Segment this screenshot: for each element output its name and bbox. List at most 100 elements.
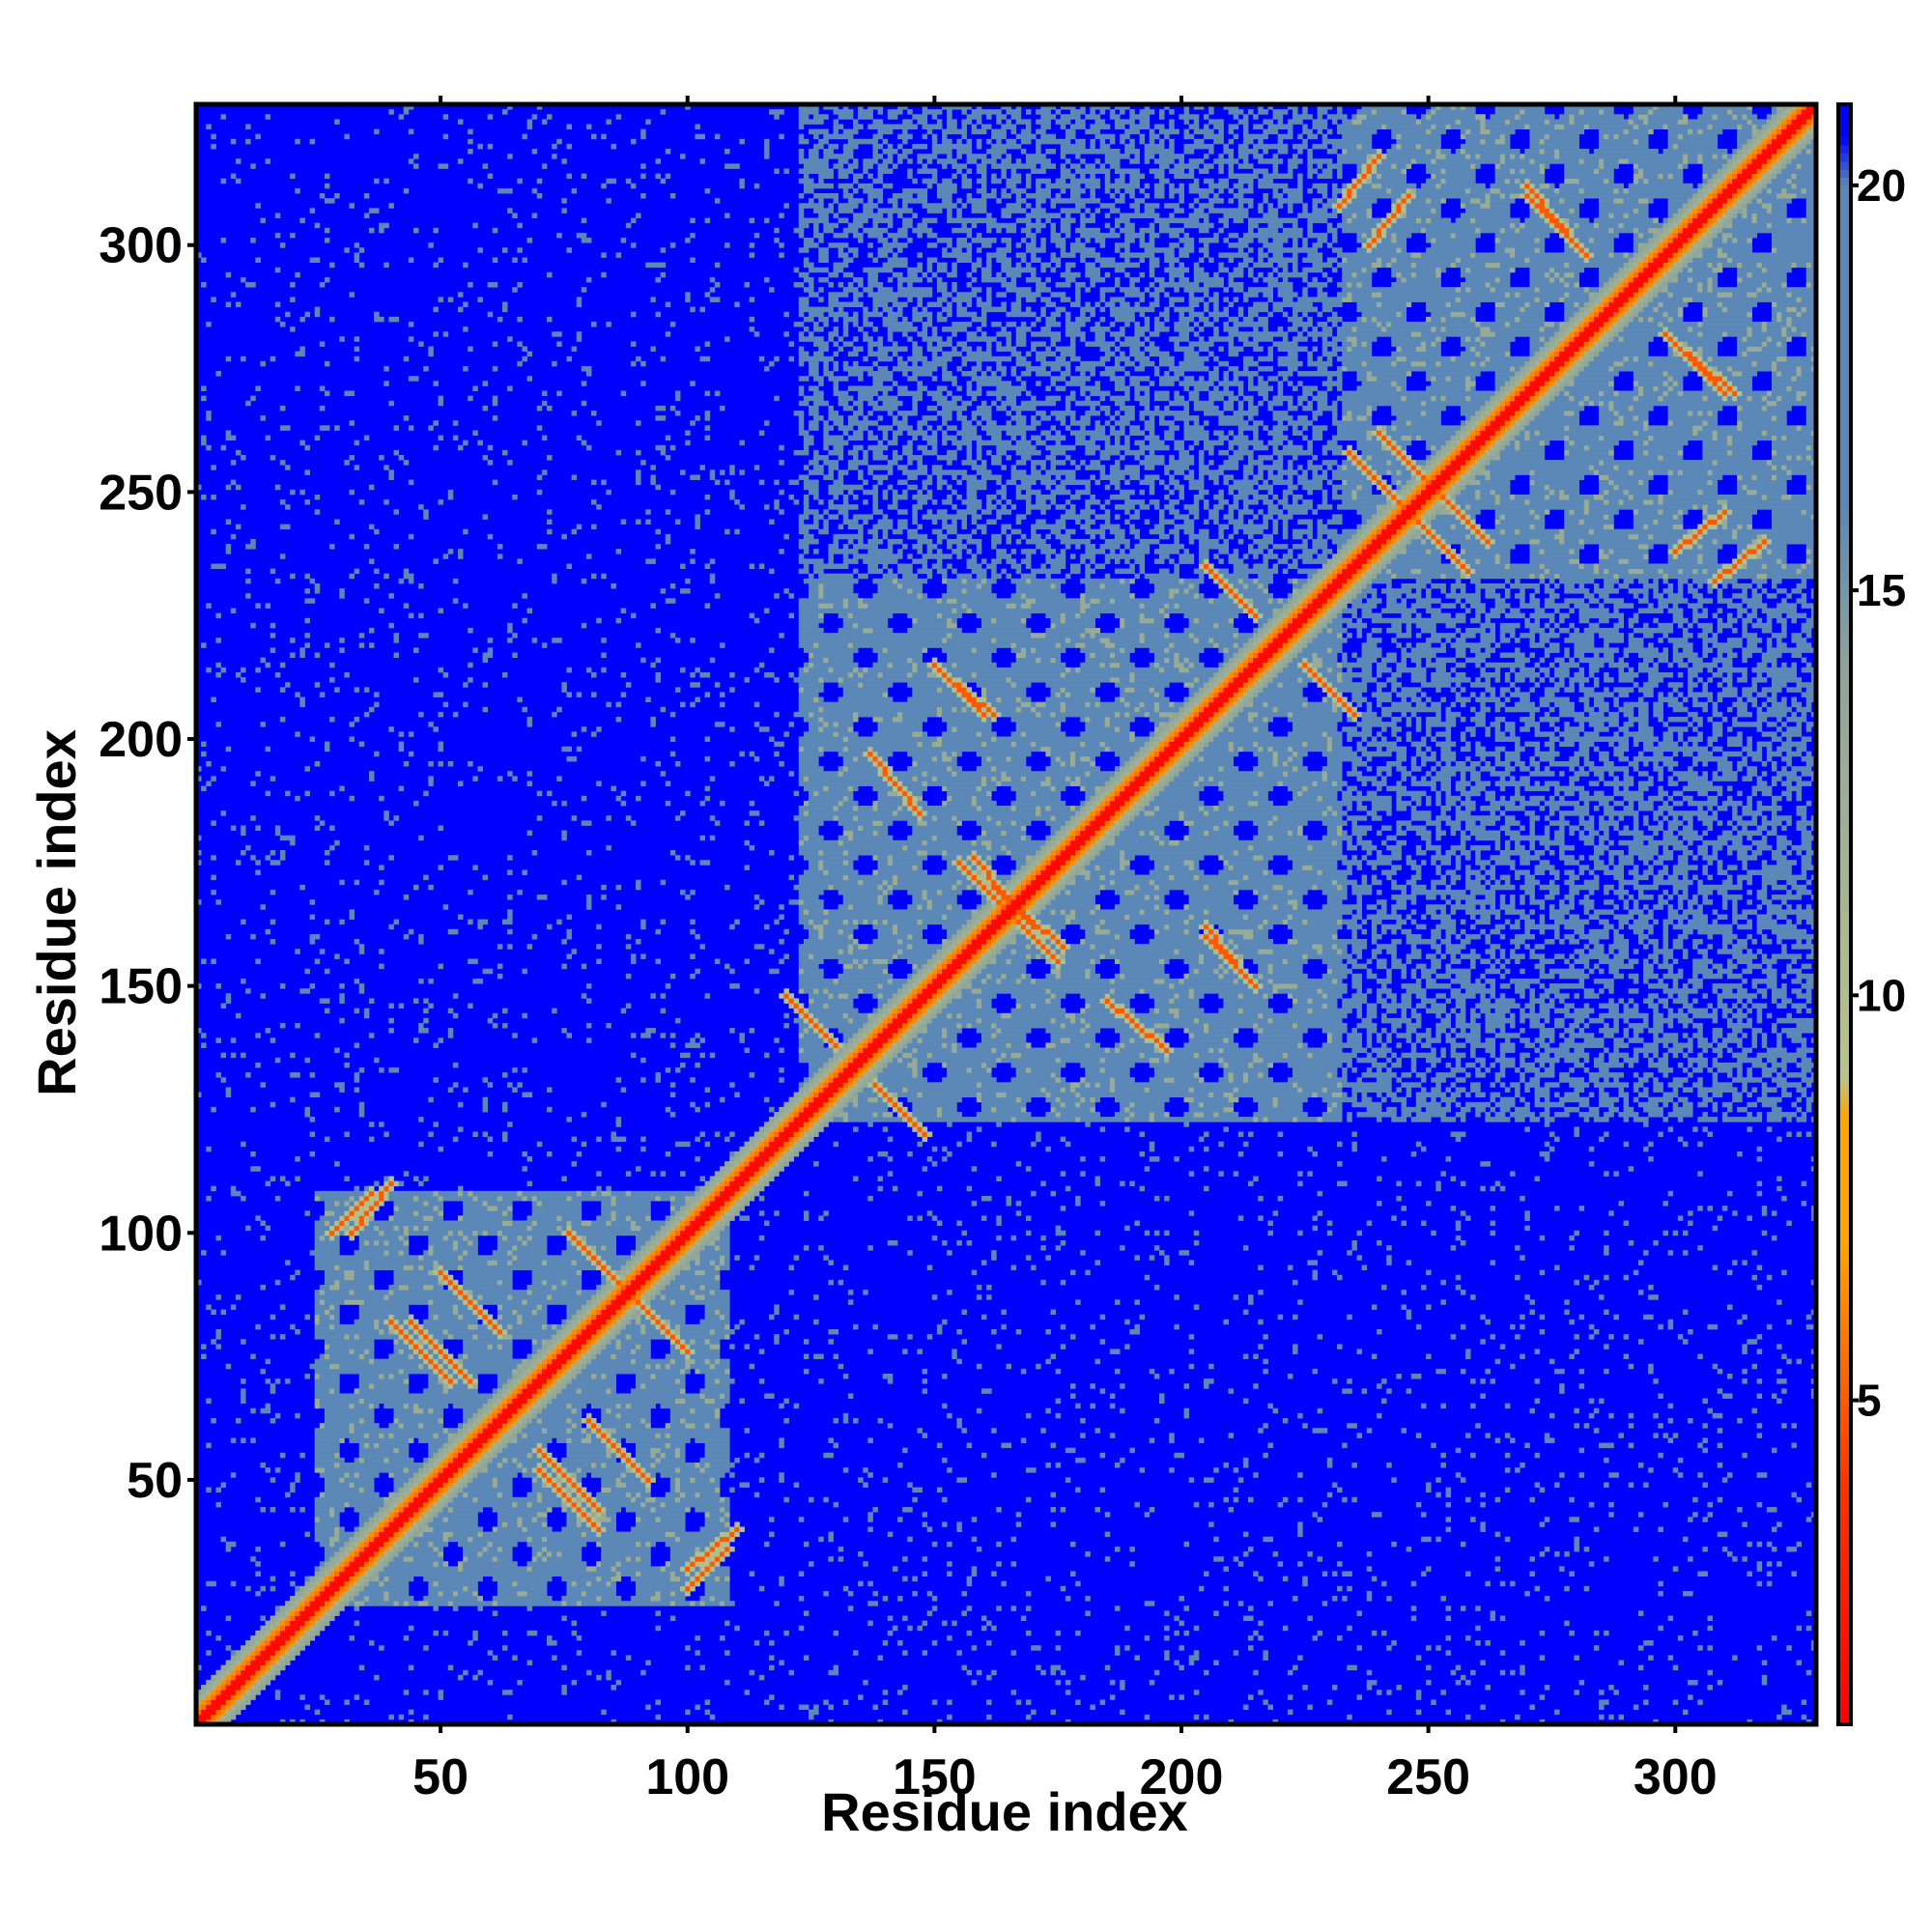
heatmap-cell <box>526 1180 533 1187</box>
heatmap-cell <box>1001 1309 1007 1316</box>
heatmap-cell <box>803 1126 810 1132</box>
heatmap-cell <box>1223 1496 1229 1503</box>
heatmap-cell <box>423 1334 429 1340</box>
heatmap-cell <box>1742 1368 1747 1375</box>
heatmap-cell <box>680 1323 725 1330</box>
heatmap-cell <box>339 1561 345 1567</box>
heatmap-cell <box>1094 1230 1101 1236</box>
heatmap-cell <box>531 1418 538 1424</box>
heatmap-cell <box>403 1496 410 1503</box>
heatmap-cell <box>517 1407 523 1414</box>
heatmap-cell <box>541 1467 548 1473</box>
heatmap-cell <box>522 1467 527 1473</box>
heatmap-cell <box>379 1576 384 1582</box>
heatmap-cell <box>1337 1561 1343 1567</box>
heatmap-cell <box>674 1398 686 1405</box>
heatmap-cell <box>585 1314 592 1321</box>
heatmap-cell <box>501 1463 518 1468</box>
heatmap-cell <box>1149 1156 1160 1162</box>
heatmap-cell <box>758 1141 765 1148</box>
heatmap-cell <box>1464 1714 1471 1720</box>
heatmap-cell <box>591 1220 607 1226</box>
heatmap-cell <box>1667 1323 1674 1330</box>
heatmap-cell <box>917 1117 1012 1122</box>
heatmap-cell <box>319 1566 326 1572</box>
heatmap-cell <box>645 1314 651 1321</box>
heatmap-cell <box>709 1215 716 1221</box>
heatmap-cell <box>724 1176 730 1181</box>
heatmap-cell <box>428 1467 434 1473</box>
heatmap-cell <box>1099 1388 1106 1394</box>
heatmap-cell <box>349 1546 355 1552</box>
heatmap-cell <box>561 1373 567 1379</box>
heatmap-cell <box>482 1428 498 1434</box>
heatmap-cell <box>433 1339 439 1345</box>
heatmap-cell <box>526 1373 533 1379</box>
heatmap-cell <box>1559 1472 1565 1478</box>
heatmap-cell <box>1618 1660 1624 1666</box>
heatmap-cell <box>709 1235 716 1241</box>
heatmap-cell <box>1020 1615 1027 1622</box>
heatmap-cell <box>685 1418 721 1424</box>
heatmap-cell <box>344 1225 350 1232</box>
heatmap-cell <box>1391 1541 1397 1548</box>
heatmap-cell <box>384 1433 389 1438</box>
heatmap-cell <box>576 1634 582 1641</box>
heatmap-cell <box>517 1368 523 1375</box>
heatmap-cell <box>1193 1239 1200 1246</box>
heatmap-cell <box>206 1487 212 1493</box>
heatmap-cell <box>680 1220 686 1226</box>
heatmap-cell <box>1608 1512 1614 1518</box>
heatmap-cell <box>1588 1561 1595 1567</box>
heatmap-cell <box>433 1353 439 1360</box>
heatmap-cell <box>463 1412 473 1419</box>
heatmap-cell <box>463 1250 469 1256</box>
heatmap-cell <box>1455 1284 1462 1291</box>
heatmap-cell <box>1534 1482 1541 1488</box>
heatmap-cell <box>468 1323 478 1330</box>
heatmap-cell <box>433 1507 439 1513</box>
heatmap-cell <box>1124 1117 1130 1122</box>
heatmap-cell <box>457 1230 464 1236</box>
heatmap-cell <box>472 1239 478 1246</box>
heatmap-cell <box>685 1239 691 1246</box>
heatmap-cell <box>314 1496 384 1503</box>
heatmap-cell <box>1174 1452 1184 1459</box>
heatmap-cell <box>606 1284 611 1291</box>
heatmap-cell <box>1114 1463 1121 1468</box>
heatmap-cell <box>1717 1531 1728 1538</box>
heatmap-cell <box>463 1230 473 1236</box>
heatmap-cell <box>680 1245 686 1251</box>
heatmap-cell <box>1149 1437 1155 1443</box>
heatmap-cell <box>1129 1180 1135 1187</box>
heatmap-cell <box>591 1428 597 1434</box>
heatmap-cell <box>433 1269 439 1276</box>
heatmap-cell <box>507 1521 518 1527</box>
heatmap-cell <box>552 1358 567 1365</box>
heatmap-cell <box>596 1521 602 1527</box>
heatmap-cell <box>324 1551 335 1557</box>
heatmap-cell <box>585 1255 592 1261</box>
heatmap-cell <box>438 1195 444 1202</box>
heatmap-cell <box>517 1412 523 1419</box>
heatmap-cell <box>798 1704 810 1711</box>
heatmap-cell <box>947 1122 952 1127</box>
heatmap-cell <box>1756 1566 1763 1572</box>
heatmap-cell <box>433 1492 439 1498</box>
heatmap-cell <box>1267 1230 1273 1236</box>
heatmap-cell <box>719 1531 730 1538</box>
heatmap-cell <box>585 1363 646 1370</box>
heatmap-cell <box>260 1669 266 1676</box>
heatmap-cell <box>645 1467 676 1473</box>
heatmap-cell <box>463 1274 513 1281</box>
heatmap-cell <box>645 1472 651 1478</box>
heatmap-cell <box>196 1690 202 1695</box>
heatmap-cell <box>457 1314 464 1321</box>
heatmap-cell <box>1554 1482 1560 1488</box>
heatmap-cell <box>1297 1561 1303 1567</box>
heatmap-cell <box>1756 1472 1768 1478</box>
heatmap-cell <box>729 1536 735 1543</box>
heatmap-cell <box>412 1339 419 1345</box>
heatmap-cell <box>512 1433 518 1438</box>
heatmap-cell <box>1258 1264 1264 1271</box>
